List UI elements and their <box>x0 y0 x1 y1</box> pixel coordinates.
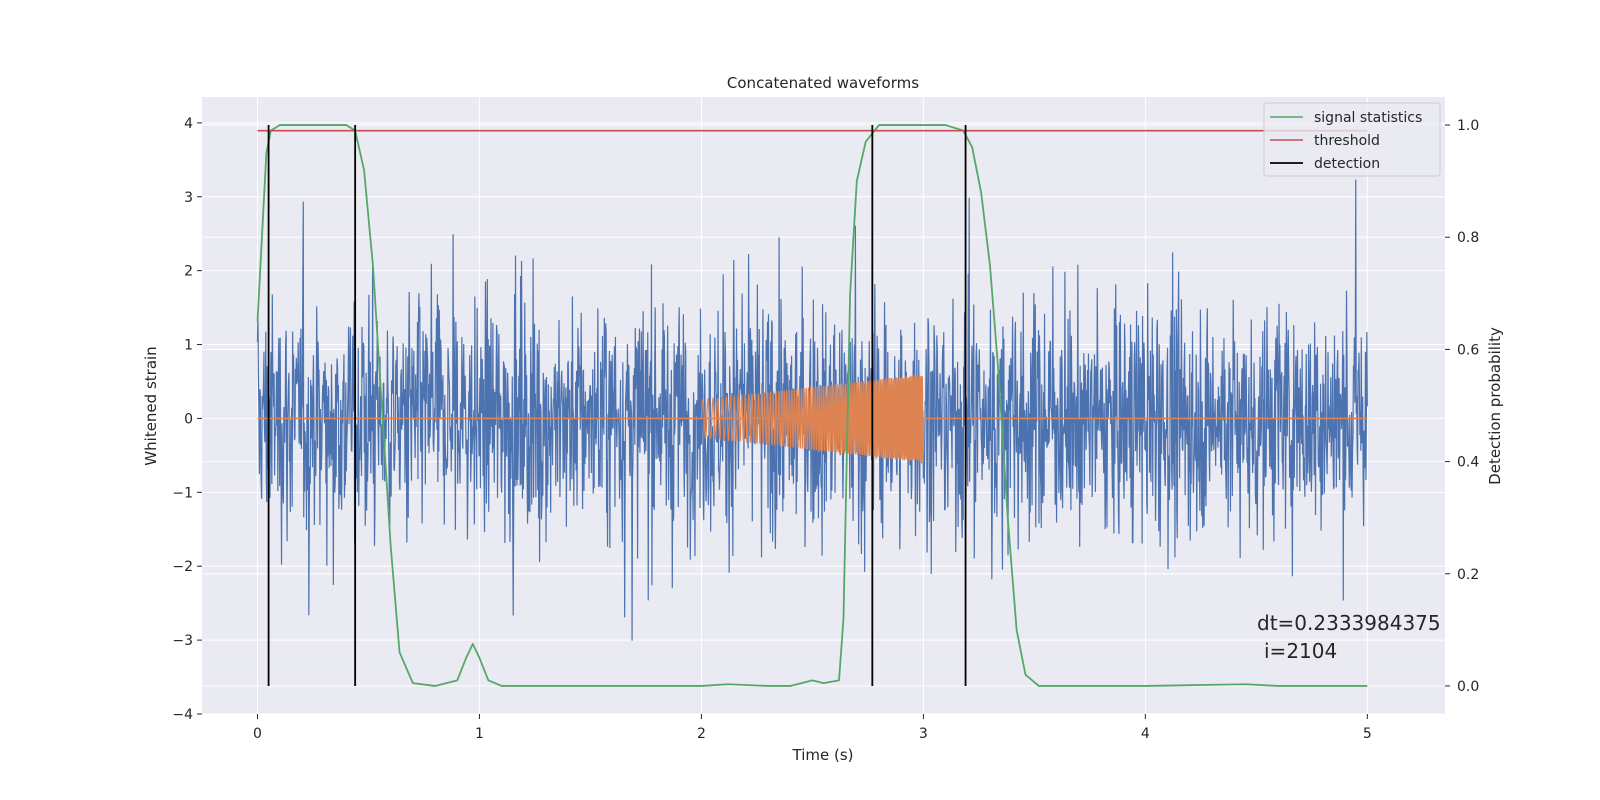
y-tick-label: 0 <box>184 411 193 427</box>
y-tick-label: 1 <box>184 338 193 354</box>
signal-statistics-line <box>256 124 1368 687</box>
x-tick-label: 0 <box>253 726 262 742</box>
y2-axis-label: Detection probability <box>1486 327 1504 485</box>
y-axis-label: Whitened strain <box>142 346 160 465</box>
waveform-chirp <box>700 374 924 463</box>
y2-tick-label: 0.4 <box>1457 455 1479 471</box>
x-tick-label: 5 <box>1363 726 1372 742</box>
y-tick-label: −3 <box>172 633 193 649</box>
legend-entry-detection: detection <box>1314 156 1380 172</box>
annotation-i: i=2104 <box>1264 639 1337 663</box>
waveform-series <box>257 374 1368 463</box>
y2-tick-label: 0.8 <box>1457 230 1479 246</box>
x-tick-label: 3 <box>919 726 928 742</box>
legend-entry-signal-statistics: signal statistics <box>1314 110 1422 126</box>
annotation-dt: dt=0.2333984375 <box>1257 611 1441 635</box>
y-tick-label: −2 <box>172 559 193 575</box>
y2-tick-label: 0.0 <box>1457 679 1479 695</box>
legend-box <box>1263 102 1441 177</box>
signal-statistics-series <box>256 124 1368 687</box>
y2-tick-label: 0.2 <box>1457 567 1479 583</box>
y-tick-label: 3 <box>184 190 193 206</box>
y2-tick-label: 1.0 <box>1457 118 1479 134</box>
y-tick-label: 2 <box>184 264 193 280</box>
chart-title: Concatenated waveforms <box>727 74 919 92</box>
legend-entry-threshold: threshold <box>1314 133 1380 149</box>
x-axis-label: Time (s) <box>792 746 854 764</box>
y-tick-label: −4 <box>172 707 193 723</box>
x-tick-label: 4 <box>1141 726 1150 742</box>
ticks: 0 1 2 3 4 5 −4 −3 −2 −1 0 1 2 3 4 0.0 0.2 0.4 0.6 0.8 1.0 <box>172 116 1479 742</box>
x-tick-label: 2 <box>697 726 706 742</box>
x-tick-label: 1 <box>475 726 484 742</box>
y2-tick-label: 0.6 <box>1457 342 1479 358</box>
y-tick-label: 4 <box>184 116 193 132</box>
y-tick-label: −1 <box>172 485 193 501</box>
legend: signal statistics threshold detection <box>1263 102 1441 177</box>
